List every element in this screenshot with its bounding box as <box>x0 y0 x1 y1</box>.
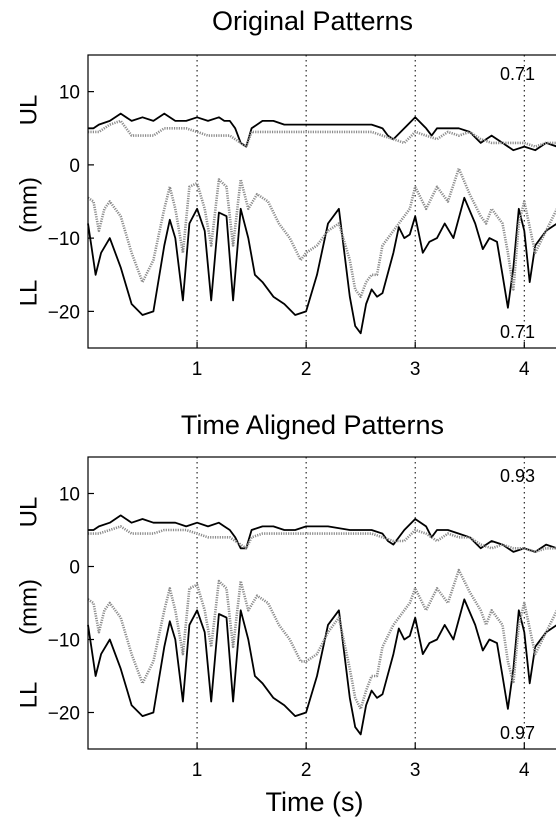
series-ll-dotted-line <box>87 167 556 298</box>
upper-lip-label: UL <box>15 95 42 126</box>
x-tick-label: 2 <box>301 359 312 380</box>
y-tick-label: −10 <box>48 631 80 652</box>
series-ul-dotted-line <box>88 525 556 554</box>
x-tick-label: 4 <box>519 760 530 781</box>
x-tick-label: 1 <box>192 359 203 380</box>
lower-correlation-label: 0.71 <box>500 322 535 342</box>
y-axis-label: (mm) <box>15 579 42 635</box>
y-tick-label: 10 <box>59 83 80 104</box>
upper-correlation-label: 0.93 <box>500 466 535 486</box>
y-tick-label: −10 <box>48 229 80 250</box>
series-ul-dotted-line <box>88 119 556 148</box>
chart-panel-1: Original Patterns 10 0 −10 −20 1 2 3 4 UL (mm) LL 0.… <box>15 6 556 380</box>
y-axis-label: (mm) <box>15 177 42 233</box>
chart-panel-2: Time Aligned Patterns 10 0 −10 −20 1 2 3 4 UL (mm)… <box>15 410 556 817</box>
plot-frame <box>87 54 556 349</box>
lower-lip-label: LL <box>15 682 42 709</box>
upper-correlation-label: 0.71 <box>500 64 535 84</box>
series-ll-dotted-line <box>87 568 556 711</box>
chart-title: Time Aligned Patterns <box>181 410 444 440</box>
lower-lip-label: LL <box>15 280 42 307</box>
y-tick-label: −20 <box>48 302 80 323</box>
y-tick-label: −20 <box>48 704 80 725</box>
upper-lip-label: UL <box>15 497 42 528</box>
chart-title: Original Patterns <box>212 6 413 36</box>
plot-frame <box>87 456 556 750</box>
y-tick-label: 10 <box>59 485 80 506</box>
y-tick-label: 0 <box>69 156 80 177</box>
series-ul-solid-line <box>88 514 556 553</box>
x-tick-label: 3 <box>410 760 421 781</box>
x-tick-label: 4 <box>519 359 530 380</box>
series-ll-solid-line <box>87 196 556 335</box>
x-tick-label: 2 <box>301 760 312 781</box>
x-tick-label: 3 <box>410 359 421 380</box>
y-tick-label: 0 <box>69 558 80 579</box>
lower-correlation-label: 0.97 <box>500 723 535 743</box>
x-axis-label: Time (s) <box>266 787 364 817</box>
series-ll-solid-line <box>87 598 556 736</box>
x-tick-label: 1 <box>192 760 203 781</box>
